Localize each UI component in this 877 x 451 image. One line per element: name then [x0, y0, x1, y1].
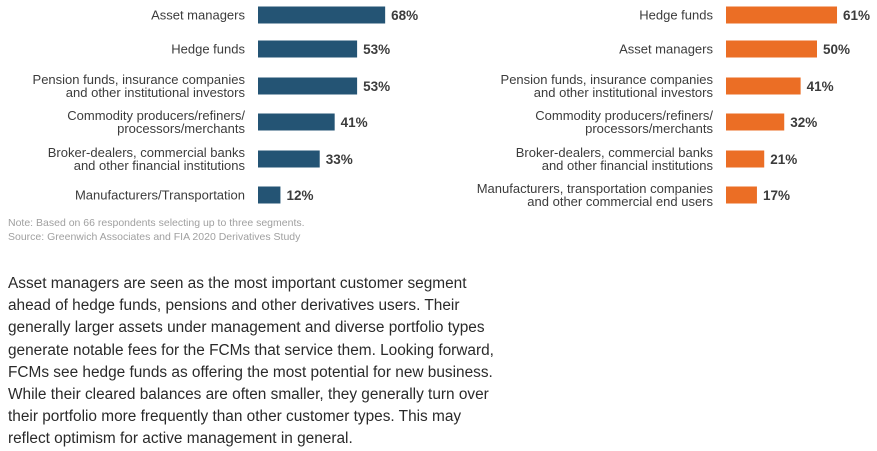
- body-line: Asset managers are seen as the most impo…: [8, 275, 467, 292]
- bar: [726, 40, 817, 58]
- value-label: 41%: [341, 115, 368, 130]
- bar: [258, 186, 281, 204]
- bar: [726, 113, 785, 131]
- category-label: and other institutional investors: [534, 85, 714, 100]
- body-line: FCMs see hedge funds as offering the mos…: [8, 363, 493, 381]
- value-label: 41%: [807, 79, 834, 94]
- bar: [258, 113, 335, 131]
- category-label: Manufacturers, transportation companies: [477, 181, 714, 196]
- category-label: and other commercial end users: [527, 194, 713, 209]
- value-label: 21%: [770, 152, 797, 167]
- bar: [726, 186, 757, 204]
- value-label: 50%: [823, 42, 850, 57]
- category-label: and other financial institutions: [74, 158, 246, 173]
- category-label: Broker-dealers, commercial banks: [48, 145, 246, 160]
- body-paragraph: Asset managers are seen as the most impo…: [8, 273, 578, 451]
- category-label: Asset managers: [151, 8, 245, 23]
- bar: [726, 6, 838, 24]
- value-label: 12%: [286, 188, 313, 203]
- value-label: 68%: [391, 8, 418, 23]
- category-label: processors/merchants: [585, 121, 713, 136]
- category-label: Hedge funds: [171, 42, 245, 57]
- value-label: 53%: [363, 79, 390, 94]
- category-label: Pension funds, insurance companies: [501, 72, 714, 87]
- category-label: and other institutional investors: [66, 85, 246, 100]
- body-line: ahead of hedge funds, pensions and other…: [8, 297, 460, 315]
- chart-important-segments: 68% Asset managers 53% Hedge funds 53% Pensio…: [33, 6, 418, 204]
- chart-potential-segments: 61% Hedge funds 50% Asset managers 41% Pensio…: [477, 6, 870, 209]
- value-label: 53%: [363, 42, 390, 57]
- body-line: their portfolio more frequently than oth…: [8, 408, 462, 426]
- category-label: Commodity producers/refiners/: [535, 108, 713, 123]
- category-label: Hedge funds: [639, 8, 713, 23]
- bar: [726, 77, 801, 95]
- value-label: 32%: [790, 115, 817, 130]
- charts-area: 68% Asset managers 53% Hedge funds 53% Pensio…: [33, 6, 870, 209]
- source-text: Source: Greenwich Associates and FIA 202…: [8, 231, 301, 243]
- value-label: 17%: [763, 188, 790, 203]
- category-label: Asset managers: [619, 42, 713, 57]
- value-label: 33%: [326, 152, 353, 167]
- bar: [258, 150, 320, 168]
- body-line: reflect optimism for active management i…: [8, 430, 353, 448]
- bar: [726, 150, 765, 168]
- category-label: Manufacturers/Transportation: [75, 188, 245, 203]
- bar: [258, 6, 386, 24]
- category-label: Pension funds, insurance companies: [33, 72, 246, 87]
- category-label: Broker-dealers, commercial banks: [516, 145, 714, 160]
- chart-notes: Note: Based on 66 respondents selecting …: [8, 216, 305, 244]
- category-label: processors/merchants: [117, 121, 245, 136]
- note-text: Note: Based on 66 respondents selecting …: [8, 217, 305, 229]
- body-line: While their cleared balances are often s…: [8, 386, 489, 404]
- bar: [258, 77, 358, 95]
- bar: [258, 40, 358, 58]
- value-label: 61%: [843, 8, 870, 23]
- category-label: Commodity producers/refiners/: [67, 108, 245, 123]
- body-line: generally larger assets under management…: [8, 319, 485, 337]
- category-label: and other financial institutions: [542, 158, 714, 173]
- body-line: generate notable fees for the FCMs that …: [8, 341, 494, 359]
